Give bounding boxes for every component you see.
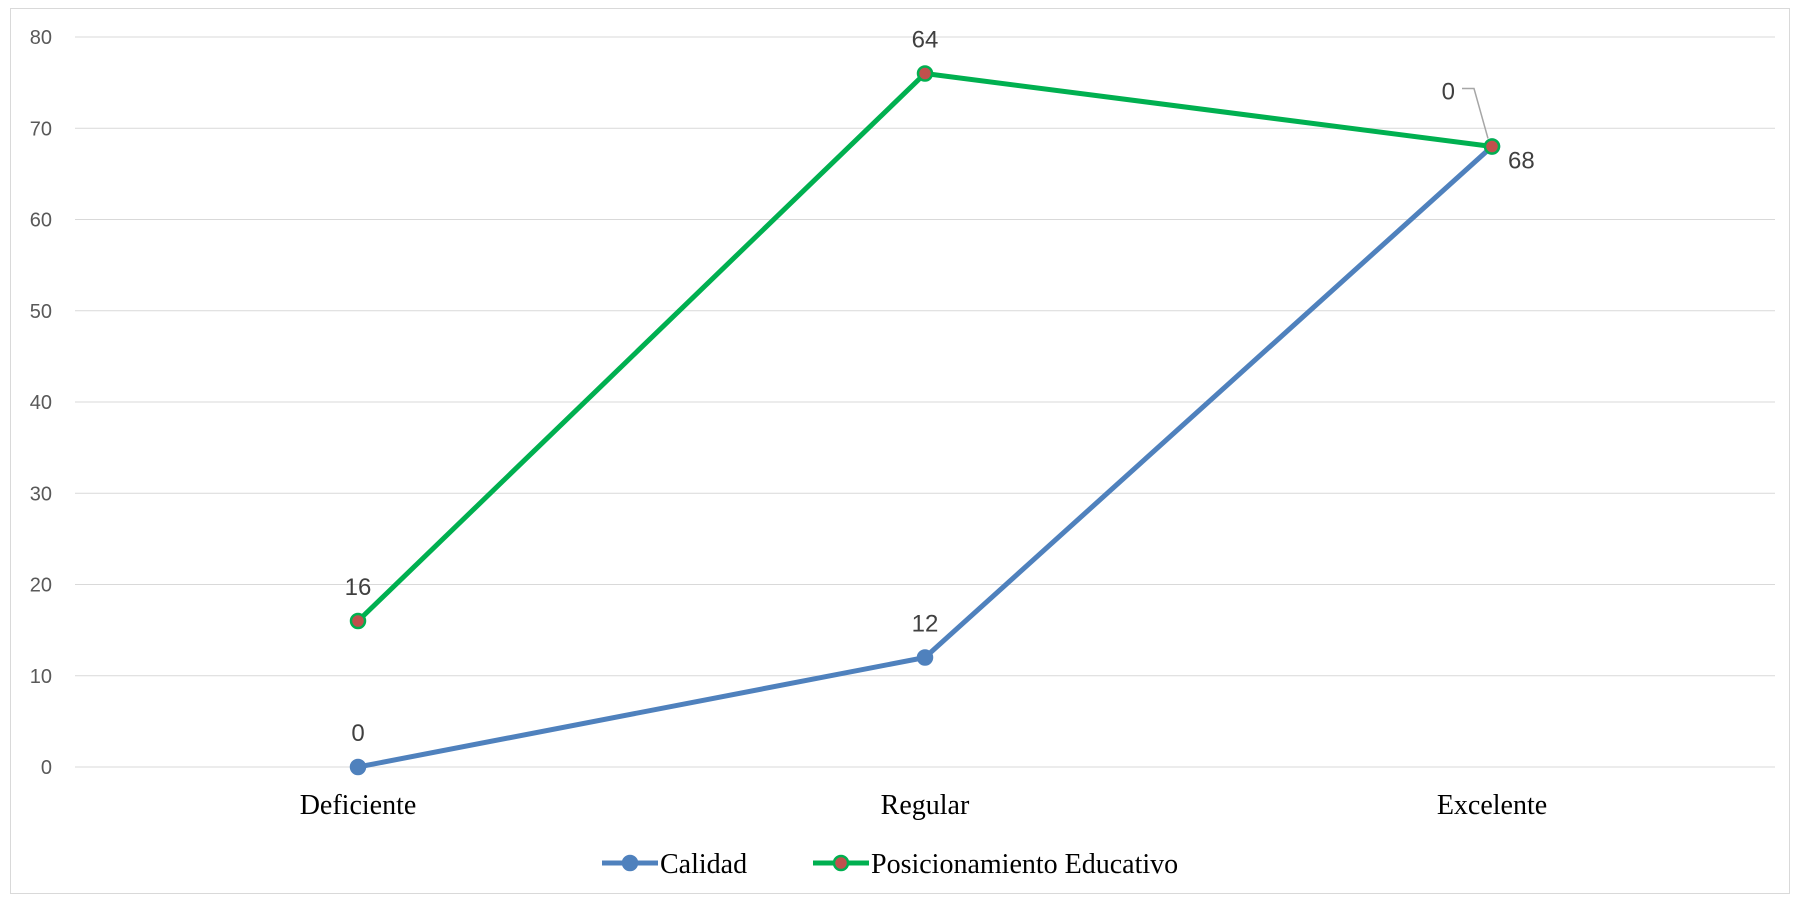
data-label: 68 bbox=[1508, 148, 1535, 175]
y-axis-ticks: 0 10 20 30 40 50 60 70 80 bbox=[30, 27, 52, 779]
y-tick-label: 70 bbox=[30, 118, 52, 140]
y-tick-label: 10 bbox=[30, 666, 52, 688]
x-axis-categories: Deficiente Regular Excelente bbox=[300, 790, 1547, 821]
legend-label: Calidad bbox=[660, 849, 747, 880]
data-label: 16 bbox=[345, 574, 372, 601]
x-category-label: Regular bbox=[881, 790, 970, 821]
chart-frame bbox=[10, 8, 1790, 894]
data-label: 12 bbox=[912, 611, 939, 638]
data-label-leader-line bbox=[1462, 87, 1489, 139]
data-label: 0 bbox=[1442, 79, 1455, 106]
x-category-label: Excelente bbox=[1437, 790, 1547, 821]
series-lines bbox=[349, 65, 1501, 776]
data-point-marker bbox=[916, 65, 934, 82]
data-point-marker bbox=[349, 612, 367, 630]
data-labels: 0 12 68 16 64 0 bbox=[345, 27, 1535, 748]
legend: Calidad Posicionamiento Educativo bbox=[602, 849, 1178, 880]
x-category-label: Deficiente bbox=[300, 790, 417, 821]
y-tick-label: 50 bbox=[30, 301, 52, 323]
y-tick-label: 0 bbox=[41, 757, 52, 779]
legend-label: Posicionamiento Educativo bbox=[871, 849, 1178, 880]
data-point-marker bbox=[1483, 138, 1501, 155]
data-point-marker bbox=[916, 649, 934, 666]
data-point-marker bbox=[349, 758, 367, 776]
y-tick-label: 40 bbox=[30, 392, 52, 414]
legend-swatch-marker bbox=[621, 854, 639, 872]
y-tick-label: 60 bbox=[30, 210, 52, 232]
series-line-posicionamiento bbox=[356, 71, 1493, 623]
data-label: 64 bbox=[912, 27, 939, 54]
data-label: 0 bbox=[351, 720, 364, 747]
y-tick-label: 30 bbox=[30, 483, 52, 505]
y-tick-label: 20 bbox=[30, 575, 52, 597]
y-tick-label: 80 bbox=[30, 27, 52, 49]
legend-swatch-marker bbox=[832, 854, 850, 872]
